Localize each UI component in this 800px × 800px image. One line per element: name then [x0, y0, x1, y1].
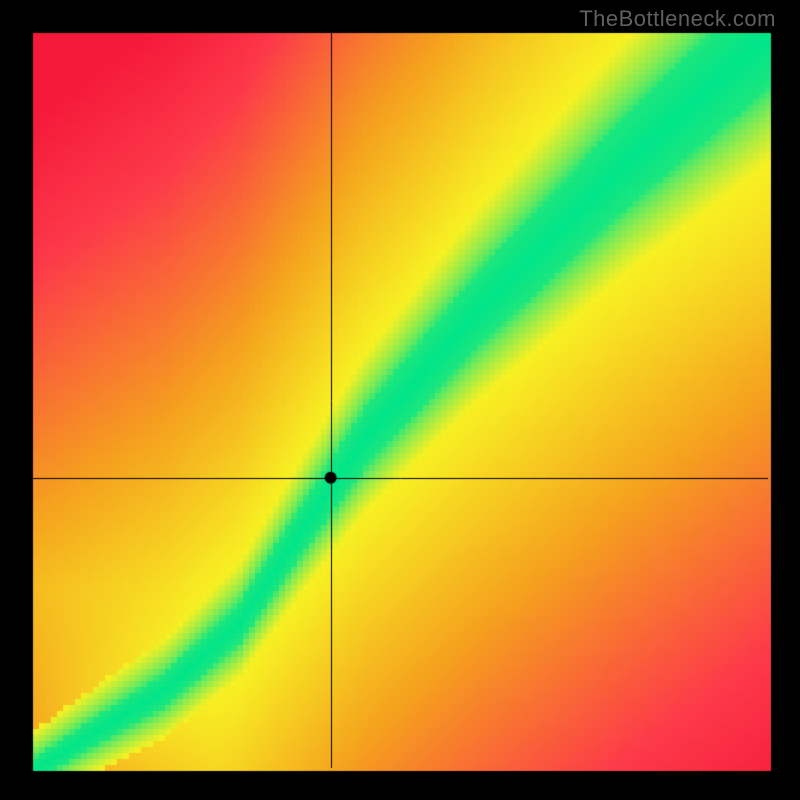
- chart-container: TheBottleneck.com: [0, 0, 800, 800]
- source-watermark: TheBottleneck.com: [579, 6, 776, 32]
- heatmap-canvas: [0, 0, 800, 800]
